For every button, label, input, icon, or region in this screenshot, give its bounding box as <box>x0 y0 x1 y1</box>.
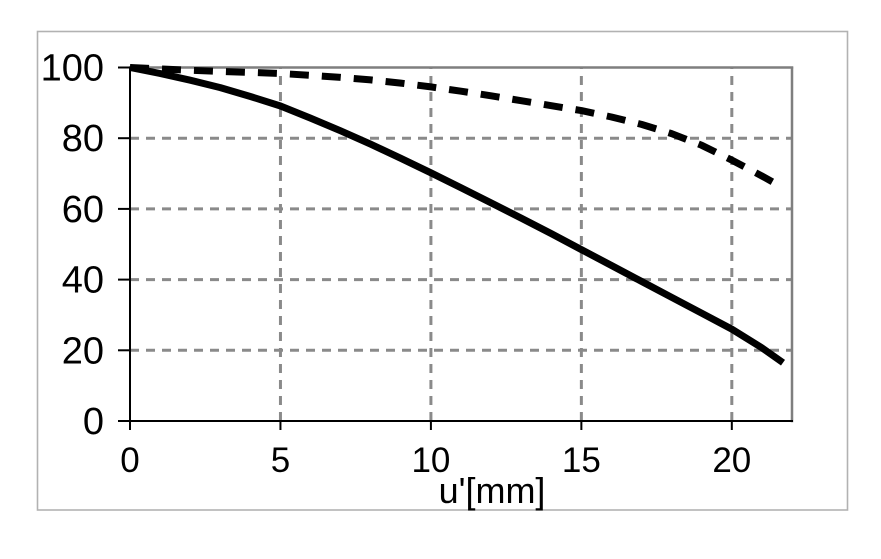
x-tick-labels: 0 5 10 15 20 <box>120 441 751 480</box>
y-tick-labels: 0 20 40 60 80 100 <box>41 48 104 444</box>
x-tick-label: 5 <box>271 441 290 480</box>
y-tick-label: 60 <box>62 189 104 231</box>
axes <box>118 66 793 430</box>
series-solid-curve <box>129 64 786 366</box>
x-tick-label: 15 <box>562 441 601 480</box>
series-dashed-curve <box>129 64 785 191</box>
y-tick-label: 0 <box>83 401 104 443</box>
x-tick-label: 10 <box>411 441 450 480</box>
y-tick-label: 40 <box>62 260 104 302</box>
plot-border <box>129 66 794 423</box>
y-tick-label: 100 <box>41 48 104 90</box>
y-tick-label: 20 <box>62 330 104 372</box>
x-tick-label: 0 <box>120 441 139 480</box>
figure-border <box>36 30 849 511</box>
y-tick-label: 80 <box>62 118 104 160</box>
x-tick-label: 20 <box>712 441 751 480</box>
x-axis-title: u'[mm] <box>439 470 546 511</box>
